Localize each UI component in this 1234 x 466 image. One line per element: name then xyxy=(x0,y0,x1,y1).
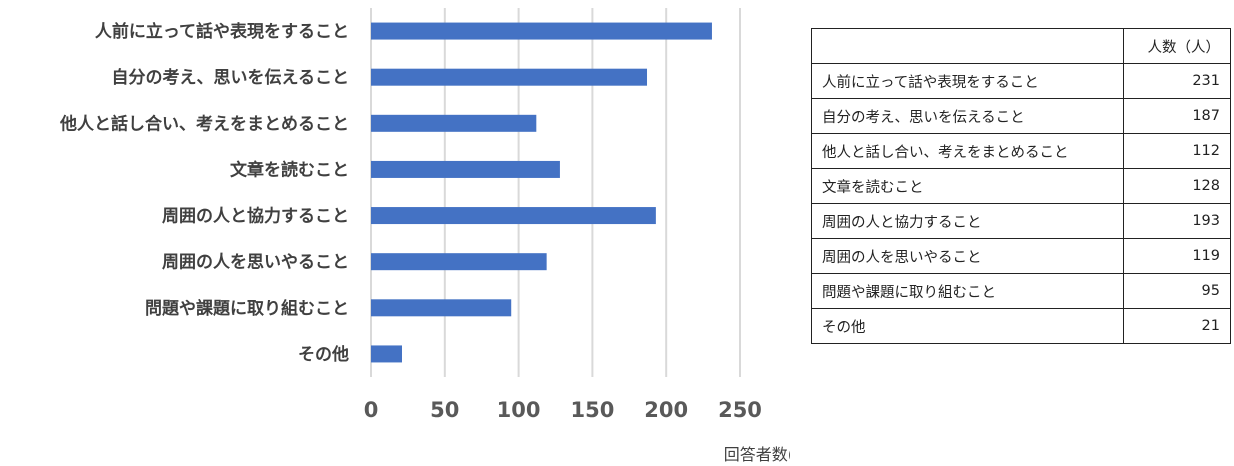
category-label: 自分の考え、思いを伝えること xyxy=(112,67,350,88)
category-label: 問題や課題に取り組むこと xyxy=(145,298,349,319)
table-cell-count: 95 xyxy=(1123,273,1231,309)
bar xyxy=(371,253,547,271)
table-row: 周囲の人を思いやること 119 xyxy=(811,238,1231,274)
gridlines xyxy=(370,8,741,377)
table-cell-category: 人前に立って話や表現をすること xyxy=(811,63,1124,99)
table-cell-category: 他人と話し合い、考えをまとめること xyxy=(811,133,1124,169)
category-label: 周囲の人と協力すること xyxy=(162,206,349,227)
bar xyxy=(371,207,656,225)
table-body: 人前に立って話や表現をすること 231 自分の考え、思いを伝えること 187 他人と話し… xyxy=(811,63,1231,344)
table-header-row: 人数（人） xyxy=(811,28,1231,64)
category-label: その他 xyxy=(298,344,349,365)
table-header-cell-0 xyxy=(811,28,1124,64)
table-cell-category: 文章を読むこと xyxy=(811,168,1124,204)
bar xyxy=(371,114,537,132)
x-tick-label: 100 xyxy=(497,398,541,422)
x-tick-label: 250 xyxy=(718,398,762,422)
x-tick-label: 200 xyxy=(644,398,688,422)
x-tick-label: 50 xyxy=(430,398,459,422)
table-cell-category: 自分の考え、思いを伝えること xyxy=(811,98,1124,134)
bar xyxy=(371,22,712,40)
x-tick-label: 0 xyxy=(364,398,379,422)
table-row: 他人と話し合い、考えをまとめること 112 xyxy=(811,133,1231,169)
data-table: 人数（人） 人前に立って話や表現をすること 231 自分の考え、思いを伝えること 18… xyxy=(811,28,1231,344)
category-label: 人前に立って話や表現をすること xyxy=(95,21,349,42)
bar xyxy=(371,299,512,317)
table-header-cell-1: 人数（人） xyxy=(1123,28,1231,64)
table-cell-category: 周囲の人を思いやること xyxy=(811,238,1124,274)
bars xyxy=(371,22,712,363)
bar-chart: 人前に立って話や表現をすること自分の考え、思いを伝えること他人と話し合い、考えを… xyxy=(59,8,790,464)
table-row: 文章を読むこと 128 xyxy=(811,168,1231,204)
bar xyxy=(371,160,560,178)
table-row: 問題や課題に取り組むこと 95 xyxy=(811,273,1231,309)
table-cell-count: 231 xyxy=(1123,63,1231,99)
table-cell-count: 187 xyxy=(1123,98,1231,134)
category-label: 文章を読むこと xyxy=(230,159,349,180)
category-label: 周囲の人を思いやること xyxy=(162,253,349,273)
table-cell-count: 21 xyxy=(1123,308,1231,344)
table-row: 周囲の人と協力すること 193 xyxy=(811,203,1231,239)
x-tick-label: 150 xyxy=(570,398,614,422)
bar xyxy=(371,68,648,86)
category-labels: 人前に立って話や表現をすること自分の考え、思いを伝えること他人と話し合い、考えを… xyxy=(59,21,349,365)
table-cell-category: その他 xyxy=(811,308,1124,344)
bar xyxy=(371,345,402,363)
table-row: 人前に立って話や表現をすること 231 xyxy=(811,63,1231,99)
table-cell-count: 193 xyxy=(1123,203,1231,239)
table-cell-count: 112 xyxy=(1123,133,1231,169)
table-cell-category: 問題や課題に取り組むこと xyxy=(811,273,1124,309)
x-tick-labels: 0 50 100 150 200 250 xyxy=(364,398,762,422)
table-cell-count: 128 xyxy=(1123,168,1231,204)
x-axis-title: 回答者数(人) xyxy=(724,445,790,464)
category-label: 他人と話し合い、考えをまとめること xyxy=(59,113,349,134)
table-cell-category: 周囲の人と協力すること xyxy=(811,203,1124,239)
table-row: その他 21 xyxy=(811,308,1231,344)
table-row: 自分の考え、思いを伝えること 187 xyxy=(811,98,1231,134)
table-cell-count: 119 xyxy=(1123,238,1231,274)
